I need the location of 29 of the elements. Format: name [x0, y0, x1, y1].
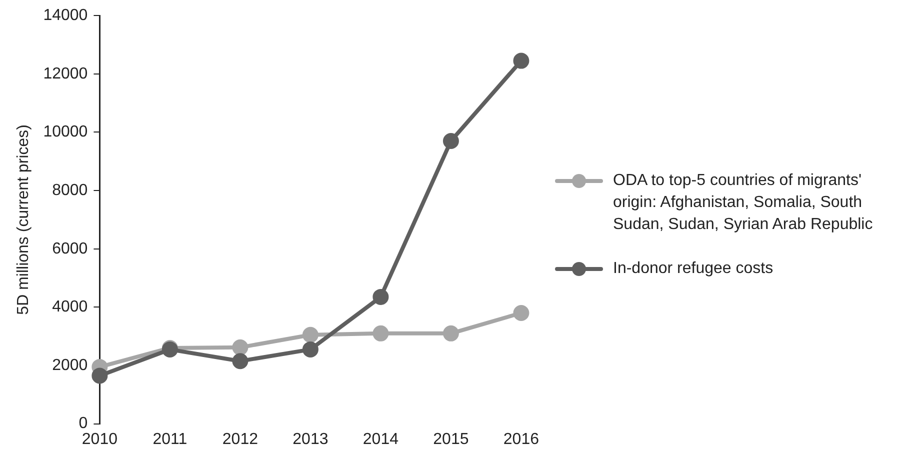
point — [442, 132, 459, 149]
point — [302, 341, 318, 358]
point — [92, 368, 108, 384]
x-tick-label: 2016 — [503, 430, 540, 448]
point — [442, 325, 459, 342]
y-tick-label: 12000 — [43, 65, 88, 82]
y-tick-label: 4000 — [52, 298, 88, 316]
x-tick-label: 2014 — [362, 430, 399, 448]
x-tick-label: 2011 — [152, 430, 188, 448]
point — [232, 353, 248, 370]
point — [513, 305, 530, 322]
x-tick-label: 2010 — [82, 430, 118, 448]
x-tick-label: 2012 — [222, 430, 258, 448]
legend-label: ODA to top-5 countries of migrants' origin: Afghanistan, Somalia, South Sudan, Sudan, Syrian Arab Republic — [613, 171, 874, 235]
point — [372, 325, 389, 342]
point — [302, 326, 318, 343]
y-tick-label: 0 — [78, 415, 88, 432]
point — [513, 52, 530, 69]
point — [372, 288, 389, 305]
x-tick-label: 2013 — [292, 430, 328, 448]
y-tick-label: 14000 — [43, 7, 88, 24]
y-tick-label: 8000 — [52, 182, 88, 199]
y-tick-label: 6000 — [52, 240, 88, 258]
point — [232, 339, 248, 356]
x-tick-label: 2015 — [433, 430, 469, 448]
y-tick-label: 2000 — [52, 356, 88, 374]
y-axis-title: 5D millions (current prices) — [15, 124, 32, 315]
legend-label: In-donor refugee costs — [613, 259, 774, 279]
y-tick-label: 10000 — [43, 124, 88, 141]
